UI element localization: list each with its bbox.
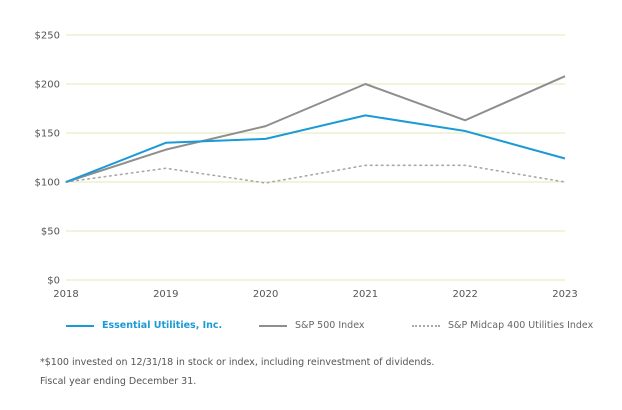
gridlines: [66, 34, 565, 281]
y-tick-label: $50: [41, 227, 60, 238]
legend-label: Essential Utilities, Inc.: [102, 320, 223, 331]
legend-swatch-dotted-line: [412, 324, 440, 327]
x-tick-label: 2022: [452, 289, 477, 300]
y-tick-label: $250: [35, 31, 60, 42]
chart: $0$50$100$150$200$250 2018 2019 2020 2021 20…: [35, 31, 578, 301]
legend-swatch-gray-line: [259, 324, 287, 327]
legend-swatch-blue-line: [66, 324, 94, 327]
y-tick-label: $0: [47, 276, 60, 287]
legend-item-sp-midcap-utilities: S&P Midcap 400 Utilities Index: [412, 320, 593, 331]
x-tick-label: 2020: [253, 289, 278, 300]
footnote-fiscal-year: Fiscal year ending December 31.: [40, 376, 197, 387]
x-tick-label: 2021: [353, 289, 378, 300]
y-tick-label: $100: [35, 178, 60, 189]
x-tick-label: 2018: [53, 289, 78, 300]
series-line-s-p-500-index: [65, 75, 566, 183]
legend-item-essential-utilities: Essential Utilities, Inc.: [66, 320, 222, 331]
series-line-essential-utilities-inc: [65, 114, 566, 183]
y-tick-label: $150: [35, 129, 60, 140]
legend-label: S&P Midcap 400 Utilities Index: [448, 320, 594, 331]
series-lines: [65, 75, 566, 184]
legend-label: S&P 500 Index: [295, 320, 365, 331]
series-line-s-p-midcap-400-utilities-index: [65, 164, 566, 184]
x-tick-label: 2019: [153, 289, 178, 300]
x-axis: 2018 2019 2020 2021 2022 2023: [53, 289, 577, 300]
y-axis: $0 $50 $100 $150 $200 $250: [35, 31, 60, 287]
x-tick-label: 2023: [552, 289, 577, 300]
footnote-investment: *$100 invested on 12/31/18 in stock or i…: [40, 357, 435, 368]
legend-item-sp500: S&P 500 Index: [259, 320, 365, 331]
y-tick-label: $200: [35, 80, 60, 91]
